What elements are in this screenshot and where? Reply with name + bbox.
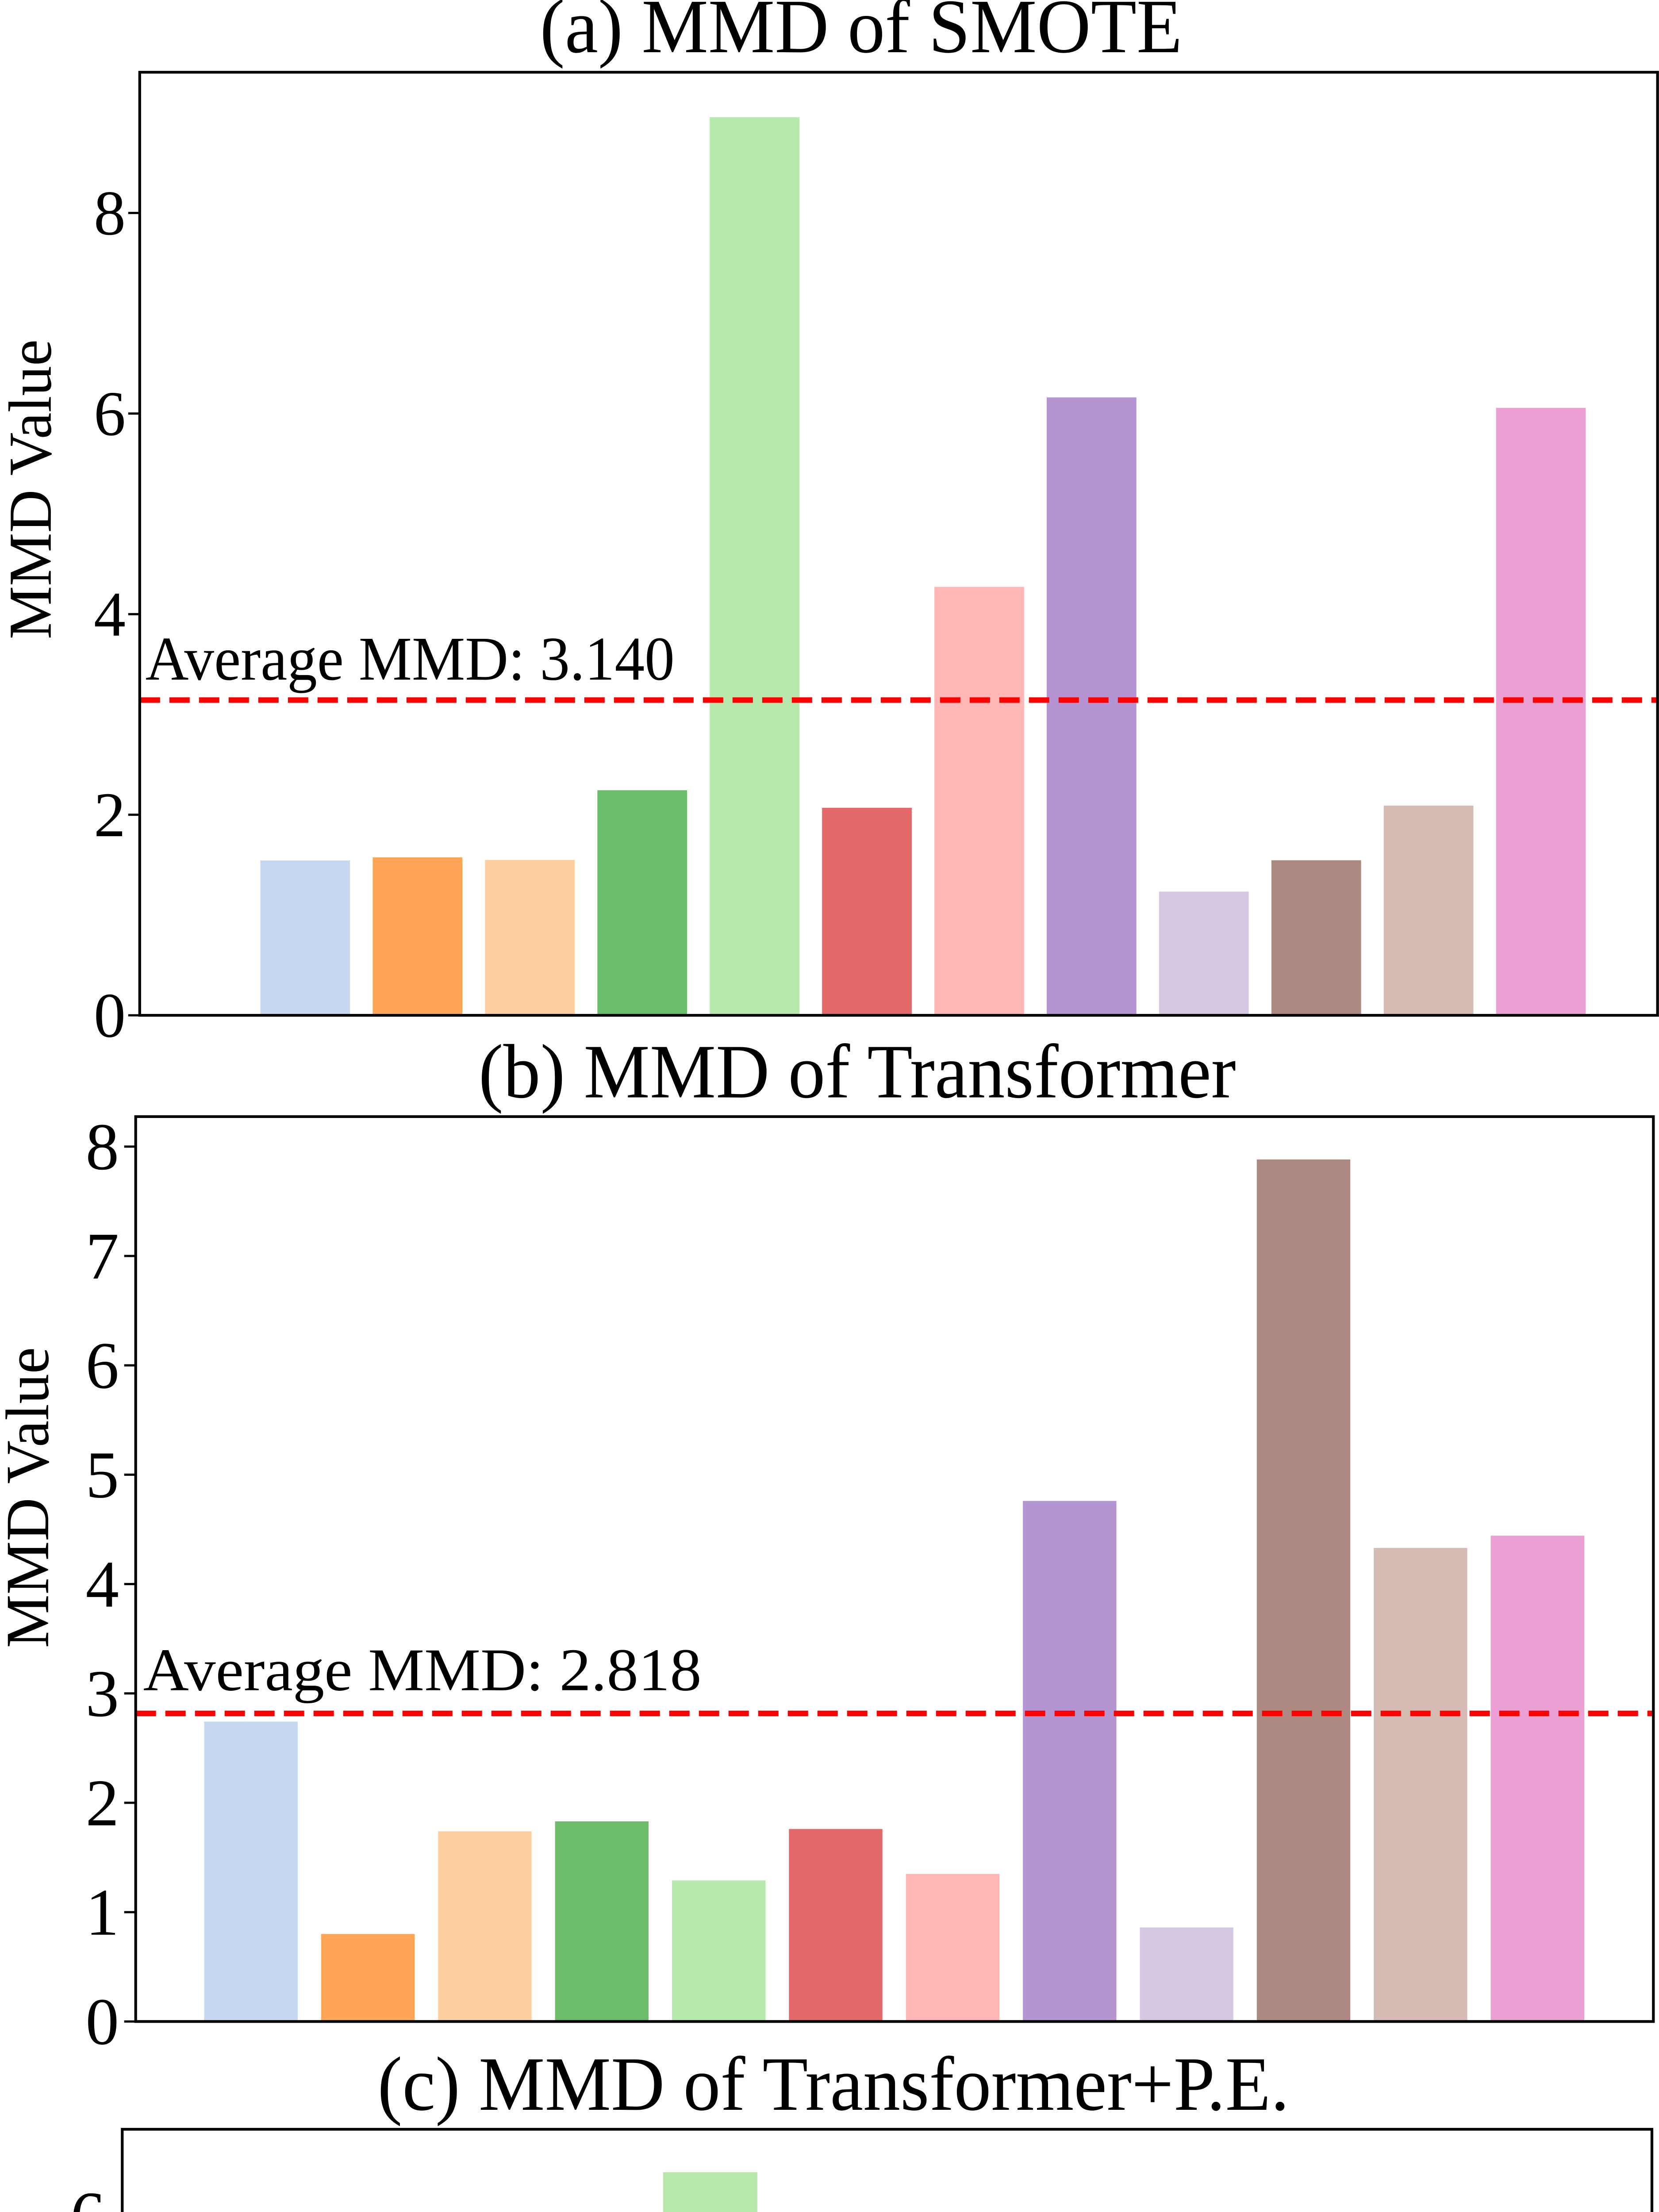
svg-text:MMD Value: MMD Value (0, 339, 64, 639)
svg-text:6: 6 (70, 2177, 105, 2212)
svg-text:2: 2 (94, 780, 126, 850)
svg-text:(b) MMD of Transformer: (b) MMD of Transformer (479, 1029, 1236, 1114)
svg-text:Average MMD: 3.140: Average MMD: 3.140 (146, 624, 675, 693)
svg-text:8: 8 (86, 1110, 119, 1184)
svg-text:(a) MMD of SMOTE: (a) MMD of SMOTE (540, 0, 1182, 69)
svg-text:Average MMD: 2.818: Average MMD: 2.818 (143, 1636, 702, 1704)
svg-text:6: 6 (86, 1328, 119, 1402)
svg-text:0: 0 (86, 1984, 119, 2058)
svg-text:4: 4 (86, 1547, 119, 1621)
svg-text:2: 2 (86, 1766, 119, 1840)
svg-text:5: 5 (86, 1437, 119, 1512)
svg-text:8: 8 (94, 178, 126, 249)
svg-text:0: 0 (94, 981, 126, 1051)
svg-text:MMD Value: MMD Value (0, 1347, 62, 1648)
svg-text:6: 6 (94, 379, 126, 449)
svg-text:3: 3 (86, 1656, 119, 1731)
svg-text:(c) MMD of Transformer+P.E.: (c) MMD of Transformer+P.E. (377, 2041, 1289, 2127)
svg-text:1: 1 (86, 1875, 119, 1949)
svg-text:7: 7 (86, 1219, 119, 1293)
svg-text:4: 4 (94, 580, 126, 650)
